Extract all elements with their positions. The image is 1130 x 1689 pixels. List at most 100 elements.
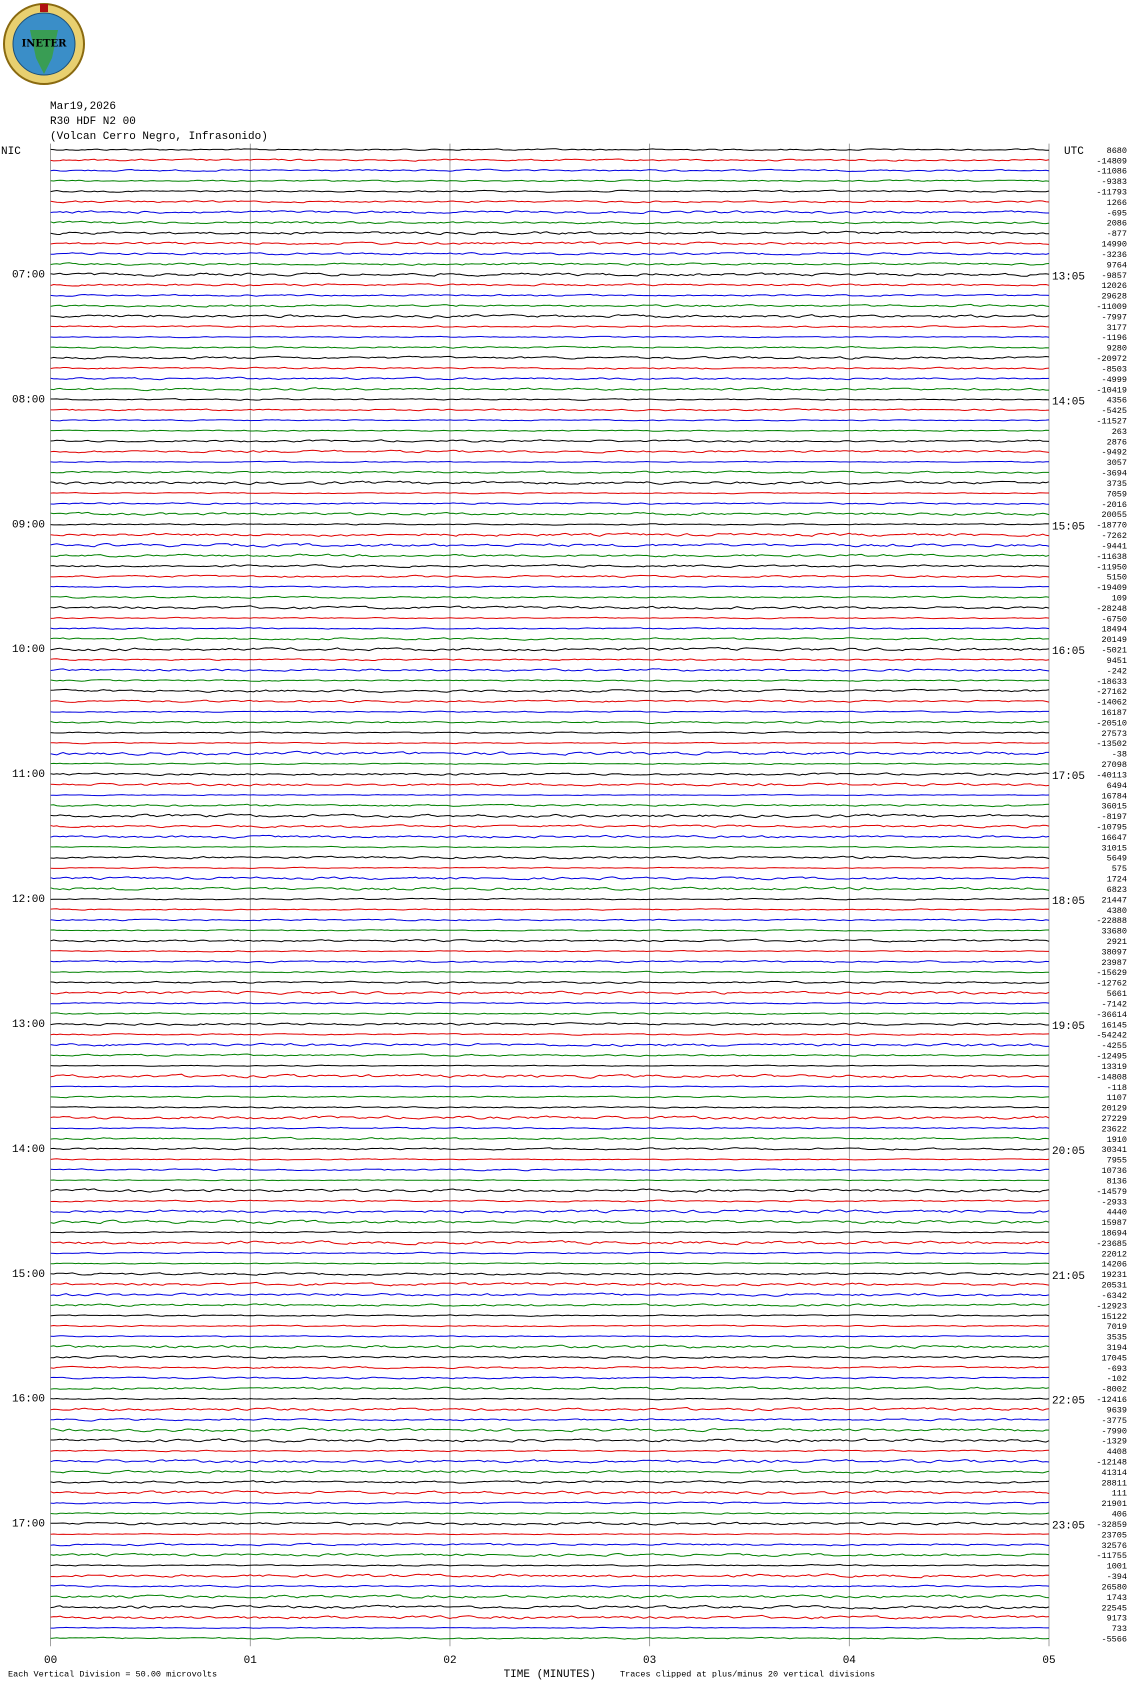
trace-offset: 18494 (1101, 625, 1127, 635)
right-zone: UTC (1064, 146, 1084, 158)
trace (50, 179, 1050, 183)
footer-clip: Traces clipped at plus/minus 20 vertical… (620, 1669, 875, 1679)
trace-offset: -5425 (1101, 406, 1127, 416)
trace-offset: 17045 (1101, 1353, 1127, 1363)
trace (50, 574, 1050, 579)
x-tick-label: 03 (643, 1655, 656, 1667)
trace (50, 1209, 1050, 1214)
trace (50, 1626, 1049, 1629)
trace (50, 637, 1049, 641)
trace (50, 1614, 1050, 1620)
trace (50, 1085, 1050, 1088)
right-time-label: 17:05 (1052, 771, 1085, 783)
trace-offset: 33680 (1101, 927, 1127, 937)
trace-offset: -36614 (1096, 1010, 1127, 1020)
trace-offset: -18633 (1096, 677, 1127, 687)
trace-offset: -4255 (1101, 1041, 1127, 1051)
trace (50, 1552, 1050, 1557)
trace-offset: 3535 (1107, 1333, 1127, 1343)
trace-offset: 1266 (1107, 198, 1127, 208)
trace (50, 252, 1050, 256)
right-time-label: 22:05 (1052, 1396, 1085, 1408)
trace-offset: 18694 (1101, 1228, 1127, 1238)
trace-offset: 38097 (1101, 947, 1127, 957)
trace-offset: 16784 (1101, 791, 1127, 801)
trace (50, 220, 1050, 225)
trace-offset: 23622 (1101, 1124, 1127, 1134)
trace (50, 366, 1050, 370)
trace (50, 1594, 1050, 1599)
trace (50, 325, 1050, 328)
trace (50, 1168, 1050, 1172)
trace-offset: 14990 (1101, 240, 1127, 250)
trace (50, 272, 1050, 277)
trace-offset: -6342 (1101, 1291, 1127, 1301)
trace-offset: 5649 (1107, 854, 1127, 864)
right-time-label: 14:05 (1052, 396, 1085, 408)
trace-offset: 16187 (1101, 708, 1127, 718)
trace (50, 710, 1049, 713)
trace-offset: 26580 (1101, 1582, 1127, 1592)
trace (50, 959, 1050, 964)
left-time-label: 17:00 (12, 1519, 45, 1531)
trace (50, 1501, 1050, 1505)
trace-offset: -4999 (1101, 375, 1127, 385)
trace (50, 523, 1050, 526)
trace-offset: 8136 (1107, 1176, 1127, 1186)
trace (50, 1397, 1050, 1401)
trace-offset: -8197 (1101, 812, 1127, 822)
trace (50, 439, 1050, 443)
trace-offset: 19231 (1101, 1270, 1127, 1280)
trace-offset: -14579 (1096, 1187, 1127, 1197)
trace (50, 564, 1050, 569)
trace (50, 699, 1050, 704)
trace-offset: 5150 (1107, 573, 1127, 583)
trace-offset: -3694 (1101, 469, 1127, 479)
trace-offset: -11009 (1096, 302, 1127, 312)
trace (50, 542, 1050, 548)
trace (50, 990, 1050, 995)
trace (50, 1230, 1050, 1234)
trace-offset: -22888 (1096, 916, 1127, 926)
trace-offset: 20531 (1101, 1281, 1127, 1291)
trace (50, 1042, 1050, 1048)
trace (50, 1272, 1050, 1276)
trace-offset: -9492 (1101, 448, 1127, 458)
trace-offset: 575 (1112, 864, 1127, 874)
trace (50, 1573, 1050, 1579)
trace-offset: 2921 (1107, 937, 1127, 947)
trace-offset: -877 (1107, 229, 1127, 239)
trace-offset: 9451 (1107, 656, 1127, 666)
trace (50, 813, 1050, 819)
trace (50, 1636, 1050, 1640)
trace (50, 876, 1050, 881)
trace (50, 293, 1050, 297)
trace (50, 1240, 1050, 1246)
trace (50, 210, 1049, 215)
trace (50, 1053, 1050, 1057)
trace (50, 845, 1050, 849)
trace (50, 501, 1050, 505)
trace-offset: 16145 (1101, 1020, 1127, 1030)
trace (50, 1563, 1050, 1567)
left-time-label: 16:00 (12, 1394, 45, 1406)
trace-offset: 27573 (1101, 729, 1127, 739)
trace-offset: 1001 (1107, 1562, 1127, 1572)
trace-offset: -5021 (1101, 646, 1127, 656)
left-time-label: 15:00 (12, 1269, 45, 1281)
trace (50, 938, 1050, 943)
trace-offset: 1743 (1107, 1593, 1127, 1603)
trace (50, 419, 1050, 422)
trace (50, 189, 1050, 193)
trace (50, 646, 1050, 652)
trace (50, 387, 1049, 392)
trace-offset: -1196 (1101, 333, 1127, 343)
trace-offset: 21901 (1101, 1499, 1127, 1509)
trace-offset: -19409 (1096, 583, 1127, 593)
trace (50, 1303, 1050, 1307)
trace (50, 303, 1050, 308)
trace (50, 1386, 1050, 1391)
trace-offset: -3775 (1101, 1416, 1127, 1426)
trace (50, 262, 1050, 266)
trace-offset: 733 (1112, 1624, 1127, 1634)
